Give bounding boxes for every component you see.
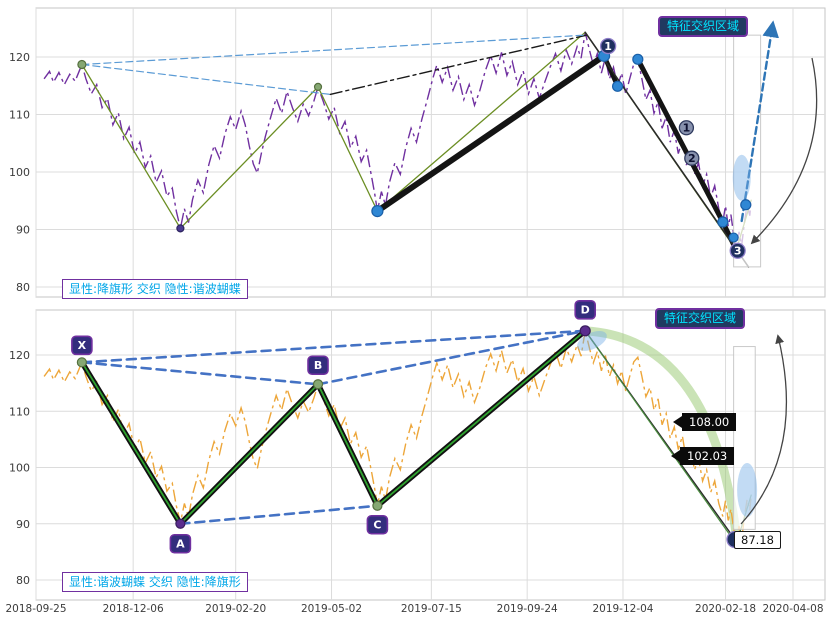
- plot-area: [35, 7, 826, 298]
- badge-3: 3: [729, 242, 746, 259]
- pattern-dash-b-d: [316, 329, 587, 386]
- pattern-label-bottom: 显性:谐波蝴蝶 交织 隐性:降旗形: [62, 572, 248, 592]
- panel-bottom: X A B C D 120 110 100 90 80: [9, 300, 826, 601]
- weave-line-x-b: [81, 63, 331, 96]
- price-callout-87: 87.18: [734, 531, 781, 549]
- price-top: [43, 32, 752, 251]
- price-callout-108: 108.00: [672, 413, 737, 431]
- drawn-decline-band: [580, 326, 741, 540]
- svg-text:A: A: [176, 538, 185, 551]
- annotation-arrow: [750, 57, 818, 245]
- pattern-dash-x-d: [80, 329, 587, 364]
- svg-text:D: D: [581, 304, 590, 317]
- signal-dot: [717, 216, 729, 228]
- y-tick-label: 120: [9, 51, 30, 64]
- pivot-b-dot: [313, 82, 323, 92]
- zone-label-bottom: 特征交织区域: [655, 308, 746, 329]
- signal-dot: [371, 205, 384, 218]
- x-tick-label: 2018-09-25: [5, 603, 66, 615]
- price-callout-87-text: 87.18: [741, 533, 774, 547]
- badge-2: 2: [684, 150, 700, 166]
- projection-arrow-line: [740, 20, 780, 223]
- highlight-ellipse: [737, 463, 758, 517]
- y-tick-label: 80: [16, 281, 30, 294]
- pattern-dash-a-c: [179, 504, 379, 526]
- price-callout-108-text: 108.00: [689, 415, 730, 429]
- y-tick-label: 90: [16, 518, 30, 531]
- x-tick-label: 2019-07-15: [401, 603, 462, 615]
- signal-dot: [611, 80, 624, 92]
- svg-text:3: 3: [734, 245, 742, 258]
- badge-D: D: [574, 300, 596, 320]
- x-tick-label: 2019-09-24: [497, 603, 558, 615]
- svg-text:X: X: [78, 339, 87, 352]
- svg-text:2: 2: [688, 152, 696, 165]
- badge-X: X: [71, 335, 93, 356]
- pivot-c-dot: [372, 500, 383, 511]
- y-tick-label: 110: [9, 109, 30, 122]
- x-tick-label: 2019-02-20: [205, 603, 266, 615]
- pattern-label-top: 显性:降旗形 交织 隐性:谐波蝴蝶: [62, 279, 248, 299]
- price-bottom: [43, 330, 752, 545]
- signal-dot: [632, 53, 644, 65]
- highlight-band: [733, 34, 762, 268]
- y-tick-label: 100: [9, 166, 30, 179]
- x-tick-label: 2020-04-08: [762, 603, 823, 615]
- y-tick-label: 110: [9, 405, 30, 418]
- badge-1: 1: [678, 120, 695, 136]
- pivot-x-dot: [76, 357, 87, 368]
- pivot-d-dot: [579, 325, 591, 337]
- x-tick-label: 2019-05-02: [301, 603, 362, 615]
- y-tick-label: 80: [16, 574, 30, 587]
- x-tick-label: 2019-12-04: [592, 603, 653, 615]
- weave-line-x-d: [81, 34, 585, 66]
- zone-label-top: 特征交织区域: [658, 16, 749, 37]
- pattern-dash-x-b: [80, 360, 320, 386]
- thick-leg-c-d: [374, 52, 608, 215]
- svg-text:1: 1: [604, 40, 612, 53]
- pivot-a-dot: [176, 224, 185, 233]
- price-callout-102-text: 102.03: [687, 449, 728, 463]
- trendline-dashdot: [329, 34, 588, 96]
- svg-text:1: 1: [683, 122, 691, 135]
- y-tick-label: 120: [9, 349, 30, 362]
- x-tick-label: 2018-12-06: [103, 603, 164, 615]
- annotation-arrow: [740, 334, 787, 525]
- pivot-b-dot: [312, 379, 324, 390]
- panel-top: 1 1 2 3 120 110 100 90 80: [9, 7, 826, 298]
- highlight-band: [733, 346, 756, 530]
- highlight-ellipse: [732, 154, 751, 201]
- price-callout-102: 102.03: [670, 447, 735, 465]
- svg-text:C: C: [373, 519, 381, 532]
- badge-B: B: [307, 355, 329, 376]
- badge-1: 1: [599, 37, 617, 55]
- signal-dot: [740, 199, 752, 211]
- y-tick-label: 90: [16, 224, 30, 237]
- svg-text:B: B: [314, 359, 322, 372]
- badge-A: A: [169, 533, 192, 554]
- y-tick-label: 100: [9, 462, 30, 475]
- pivot-x-dot: [77, 59, 87, 70]
- x-tick-label: 2020-02-18: [695, 603, 756, 615]
- decline-trendline: [584, 31, 750, 268]
- signal-dot: [728, 232, 739, 243]
- badge-C: C: [366, 514, 389, 535]
- pivot-a-dot: [175, 518, 186, 529]
